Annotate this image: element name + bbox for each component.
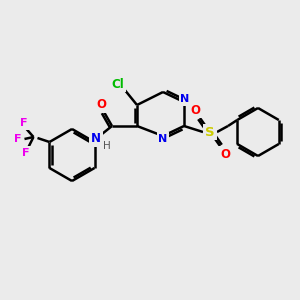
- Text: H: H: [103, 141, 111, 151]
- Text: F: F: [14, 134, 21, 144]
- Text: S: S: [205, 125, 215, 139]
- Text: Cl: Cl: [112, 77, 124, 91]
- Text: F: F: [22, 148, 29, 158]
- Text: N: N: [91, 133, 101, 146]
- Text: O: O: [96, 98, 106, 112]
- Text: O: O: [220, 148, 230, 160]
- Text: F: F: [20, 118, 27, 128]
- Text: O: O: [190, 103, 200, 116]
- Text: N: N: [180, 94, 190, 104]
- Text: N: N: [158, 134, 168, 144]
